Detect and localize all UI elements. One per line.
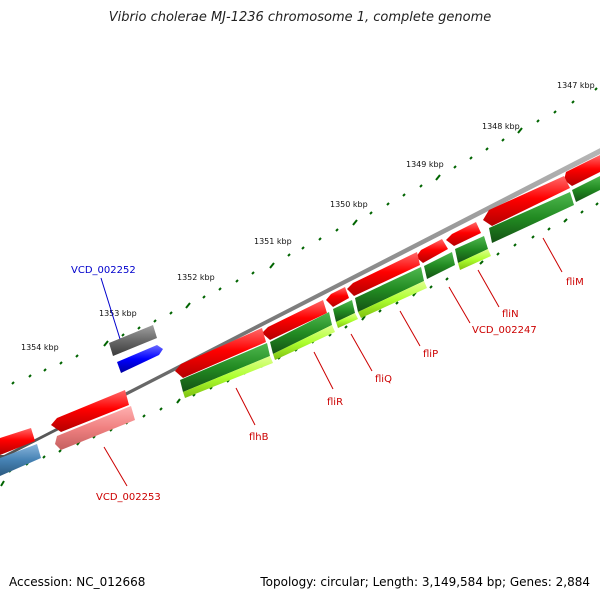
gene-bar[interactable] (572, 176, 600, 202)
gene-bar[interactable] (355, 267, 424, 312)
feature-gray-block[interactable] (109, 325, 157, 356)
gene-bar-lime[interactable] (336, 313, 358, 328)
gene-label[interactable]: fliN (502, 309, 519, 320)
gene-bar-lime[interactable] (458, 249, 491, 270)
gene-bar[interactable] (270, 312, 332, 354)
tick-label: 1348 kbp (482, 122, 520, 131)
gene-bar[interactable] (180, 343, 270, 392)
accession-text: Accession: NC_012668 (9, 575, 146, 589)
gene-bar-lime[interactable] (273, 325, 335, 360)
tick-label: 1349 kbp (406, 160, 444, 169)
gene-label[interactable]: fliP (423, 349, 438, 360)
cds-arrow[interactable] (51, 390, 129, 432)
cds-arrow[interactable] (347, 252, 420, 296)
cds-track (0, 155, 600, 455)
map-title: Vibrio cholerae MJ-1236 chromosome 1, co… (108, 10, 492, 25)
tick-label: 1352 kbp (177, 273, 215, 282)
cds-arrow[interactable] (175, 328, 266, 378)
gene-label[interactable]: fliR (327, 397, 343, 408)
cds-arrow[interactable] (326, 287, 349, 307)
gene-bar[interactable] (455, 236, 488, 263)
tick-label: 1347 kbp (557, 81, 595, 90)
gene-label[interactable]: flhB (249, 432, 269, 443)
gene-bar-lime[interactable] (183, 356, 273, 398)
feature-steel-block[interactable] (0, 444, 41, 476)
gene-label[interactable]: fliQ (375, 374, 392, 385)
cds-arrow[interactable] (416, 239, 448, 263)
cds-arrow[interactable] (262, 300, 327, 340)
tick-label: 1353 kbp (99, 309, 137, 318)
cds-arrow[interactable] (483, 176, 570, 226)
cds-arrow[interactable] (446, 222, 481, 246)
tick-label: 1350 kbp (330, 200, 368, 209)
cds-arrow[interactable] (0, 428, 35, 455)
feature-vcd-002252[interactable] (117, 345, 163, 373)
gene-label[interactable]: VCD_002252 (71, 265, 136, 276)
tick-label: 1354 kbp (21, 343, 59, 352)
tick-label: 1351 kbp (254, 237, 292, 246)
gene-label[interactable]: VCD_002247 (472, 325, 537, 336)
tick-labels: 1347 kbp 1348 kbp 1349 kbp 1350 kbp 1351… (21, 81, 595, 352)
gene-label[interactable]: fliM (566, 277, 584, 288)
genome-summary-text: Topology: circular; Length: 3,149,584 bp… (260, 575, 590, 589)
gene-bar-lime[interactable] (358, 281, 427, 318)
gene-track-lime (183, 249, 491, 398)
cds-arrow[interactable] (564, 155, 600, 186)
gene-bar[interactable] (424, 252, 455, 279)
gene-labels: VCD_002252 fliM fliN VCD_002247 fliP fli… (71, 265, 584, 503)
feature-vcd-002253[interactable] (55, 406, 135, 450)
gene-bar[interactable] (333, 300, 355, 322)
gene-bar[interactable] (489, 192, 574, 243)
tick-scale (11, 87, 598, 385)
genome-backbone (0, 148, 600, 460)
gene-label[interactable]: VCD_002253 (96, 492, 161, 503)
tick-scale-major (103, 127, 523, 347)
gene-track (180, 176, 600, 392)
label-connectors (100, 237, 563, 487)
